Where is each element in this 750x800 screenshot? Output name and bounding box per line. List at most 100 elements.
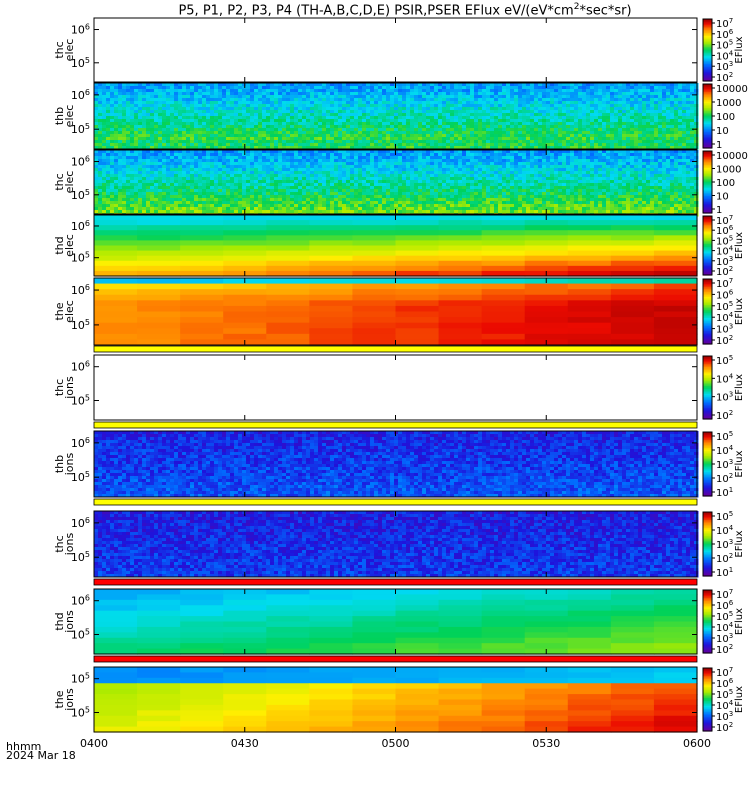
spectrogram-cell bbox=[390, 89, 395, 93]
spectrogram-cell bbox=[382, 137, 387, 141]
spectrogram-cell bbox=[266, 104, 271, 108]
spectrogram-cell bbox=[342, 110, 347, 114]
spectrogram-cell bbox=[206, 159, 211, 163]
spectrogram-cell bbox=[614, 153, 619, 157]
spectrogram-cell bbox=[182, 140, 187, 144]
spectrogram-cell bbox=[162, 180, 167, 184]
spectrogram-cell bbox=[186, 107, 191, 111]
spectrogram-cell bbox=[458, 83, 463, 87]
spectrogram-cell bbox=[642, 168, 647, 172]
spectrogram-cell bbox=[578, 156, 583, 160]
spectrogram-cell bbox=[398, 125, 403, 129]
spectrogram-cell bbox=[490, 140, 495, 144]
spectrogram-cell bbox=[534, 122, 539, 126]
spectrogram-cell bbox=[462, 174, 467, 178]
spectrogram-cell bbox=[194, 119, 199, 123]
spectrogram-cell bbox=[434, 143, 439, 147]
spectrogram-cell bbox=[578, 177, 583, 181]
spectrogram-cell bbox=[410, 150, 415, 154]
spectrogram-cell bbox=[410, 98, 415, 102]
spectrogram-cell bbox=[390, 113, 395, 117]
spectrogram-cell bbox=[446, 104, 451, 108]
spectrogram-cell bbox=[106, 180, 111, 184]
spectrogram-cell bbox=[198, 143, 203, 147]
spectrogram-cell bbox=[526, 101, 531, 105]
spectrogram-cell bbox=[666, 134, 671, 138]
spectrogram-cell bbox=[370, 137, 375, 141]
spectrogram-cell bbox=[314, 177, 319, 181]
spectrogram-cell bbox=[138, 146, 143, 150]
spectrogram-cell bbox=[382, 119, 387, 123]
spectrogram-cell bbox=[122, 119, 127, 123]
spectrogram-cell bbox=[142, 128, 147, 132]
spectrogram-cell bbox=[538, 95, 543, 99]
spectrogram-cell bbox=[598, 140, 603, 144]
spectrogram-cell bbox=[302, 137, 307, 141]
spectrogram-cell bbox=[330, 174, 335, 178]
spectrogram-cell bbox=[254, 159, 259, 163]
spectrogram-cell bbox=[462, 128, 467, 132]
spectrogram-cell bbox=[190, 134, 195, 138]
spectrogram-cell bbox=[362, 101, 367, 105]
spectrogram-cell bbox=[282, 171, 287, 175]
spectrogram-cell bbox=[282, 140, 287, 144]
spectrogram-cell bbox=[598, 153, 603, 157]
spectrogram-cell bbox=[478, 101, 483, 105]
spectrogram-cell bbox=[302, 86, 307, 90]
spectrogram-cell bbox=[574, 156, 579, 160]
spectrogram-cell bbox=[618, 83, 623, 87]
spectrogram-cell bbox=[330, 159, 335, 163]
spectrogram-cell bbox=[534, 165, 539, 169]
spectrogram-cell bbox=[282, 159, 287, 163]
spectrogram-cell bbox=[274, 153, 279, 157]
spectrogram-cell bbox=[342, 125, 347, 129]
spectrogram-cell bbox=[650, 156, 655, 160]
spectrogram-cell bbox=[222, 92, 227, 96]
spectrogram-cell bbox=[390, 119, 395, 123]
spectrogram-cell bbox=[286, 83, 291, 87]
spectrogram-cell bbox=[494, 134, 499, 138]
spectrogram-cell bbox=[682, 171, 687, 175]
spectrogram-cell bbox=[230, 98, 235, 102]
spectrogram-cell bbox=[578, 89, 583, 93]
spectrogram-cell bbox=[250, 107, 255, 111]
spectrogram-cell bbox=[682, 131, 687, 135]
spectrogram-cell bbox=[614, 146, 619, 150]
spectrogram-cell bbox=[554, 116, 559, 120]
spectrogram-cell bbox=[598, 101, 603, 105]
spectrogram-cell bbox=[534, 98, 539, 102]
spectrogram-cell bbox=[130, 92, 135, 96]
spectrogram-cell bbox=[506, 140, 511, 144]
spectrogram-cell bbox=[670, 177, 675, 181]
spectrogram-cell bbox=[430, 156, 435, 160]
spectrogram-cell bbox=[362, 174, 367, 178]
spectrogram-cell bbox=[318, 104, 323, 108]
spectrogram-cell bbox=[494, 159, 499, 163]
spectrogram-cell bbox=[266, 146, 271, 150]
colorbar-swatch bbox=[703, 70, 712, 73]
spectrogram-cell bbox=[458, 113, 463, 117]
spectrogram-cell bbox=[494, 125, 499, 129]
spectrogram-cell bbox=[454, 174, 459, 178]
spectrogram-cell bbox=[366, 125, 371, 129]
spectrogram-cell bbox=[258, 107, 263, 111]
spectrogram-cell bbox=[442, 140, 447, 144]
spectrogram-cell bbox=[286, 122, 291, 126]
spectrogram-cell bbox=[442, 95, 447, 99]
spectrogram-cell bbox=[594, 137, 599, 141]
spectrogram-cell bbox=[290, 101, 295, 105]
spectrogram-cell bbox=[478, 128, 483, 132]
spectrogram-cell bbox=[466, 177, 471, 181]
spectrogram-cell bbox=[582, 171, 587, 175]
spectrogram-cell bbox=[162, 86, 167, 90]
spectrogram-cell bbox=[470, 92, 475, 96]
spectrogram-cell bbox=[142, 125, 147, 129]
spectrogram-cell bbox=[542, 134, 547, 138]
spectrogram-cell bbox=[114, 134, 119, 138]
spectrogram-cell bbox=[522, 119, 527, 123]
spectrogram-cell bbox=[442, 113, 447, 117]
spectrogram-cell bbox=[174, 140, 179, 144]
spectrogram-cell bbox=[398, 159, 403, 163]
spectrogram-cell bbox=[226, 137, 231, 141]
spectrogram-cell bbox=[146, 137, 151, 141]
